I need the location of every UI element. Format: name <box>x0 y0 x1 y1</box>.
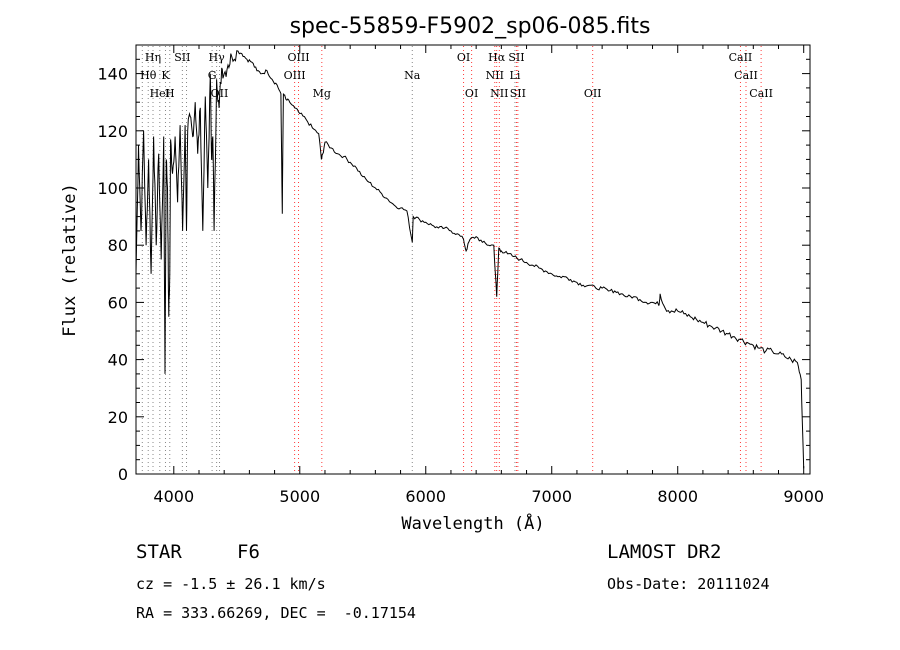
y-tick-label: 60 <box>108 293 128 312</box>
line-label: OI <box>465 87 478 100</box>
y-axis-ticks: 0 20 40 60 80 100 120 140 <box>97 44 810 484</box>
x-tick-label: 8000 <box>657 487 698 506</box>
x-axis-label: Wavelength (Å) <box>401 512 544 534</box>
line-label: K <box>161 69 170 82</box>
line-label: Mg <box>313 87 331 100</box>
y-tick-label: 0 <box>118 465 128 484</box>
line-label: Hγ <box>209 51 226 64</box>
line-label: CaII <box>749 87 773 100</box>
line-label: Li <box>510 69 521 82</box>
line-label: SII <box>508 51 524 64</box>
line-label: H <box>165 87 175 100</box>
plot-frame <box>135 44 811 475</box>
line-label: OIII <box>284 69 306 82</box>
x-tick-label: 4000 <box>153 487 194 506</box>
line-label: OI <box>457 51 470 64</box>
line-label: OII <box>584 87 602 100</box>
line-label: SII <box>174 51 190 64</box>
line-label: CaII <box>734 69 758 82</box>
line-label: Hθ <box>140 69 157 82</box>
line-label: CaII <box>729 51 753 64</box>
spectral-line-markers <box>141 46 762 473</box>
line-label: Hα <box>488 51 506 64</box>
y-tick-label: 40 <box>108 351 128 370</box>
x-tick-label: 9000 <box>783 487 824 506</box>
line-label: HeI <box>150 87 170 100</box>
line-label: NII <box>486 69 504 82</box>
x-tick-label: 7000 <box>531 487 572 506</box>
ra-dec: RA = 333.66269, DEC = -0.17154 <box>136 604 416 622</box>
x-tick-label: 6000 <box>405 487 446 506</box>
x-tick-label: 5000 <box>279 487 320 506</box>
y-tick-label: 100 <box>97 179 128 198</box>
x-axis-ticks: 4000 5000 6000 7000 8000 9000 <box>153 45 824 506</box>
chart-title: spec-55859-F5902_sp06-085.fits <box>290 14 651 39</box>
survey-name: LAMOST DR2 <box>607 541 722 563</box>
line-label: Hη <box>145 51 161 64</box>
redshift-cz: cz = -1.5 ± 26.1 km/s <box>136 575 326 593</box>
line-label: SII <box>510 87 526 100</box>
y-tick-label: 20 <box>108 408 128 427</box>
object-subclass: F6 <box>237 541 260 563</box>
y-tick-label: 120 <box>97 122 128 141</box>
y-tick-label: 140 <box>97 65 128 84</box>
y-axis-label: Flux (relative) <box>60 183 80 337</box>
line-label: NII <box>490 87 508 100</box>
y-tick-label: 80 <box>108 236 128 255</box>
object-class: STAR <box>136 541 182 563</box>
line-label: G <box>208 69 217 82</box>
spectrum-line <box>135 50 805 469</box>
line-label: OIII <box>287 51 309 64</box>
line-label: Na <box>404 69 421 82</box>
obs-date: Obs-Date: 20111024 <box>607 575 770 593</box>
